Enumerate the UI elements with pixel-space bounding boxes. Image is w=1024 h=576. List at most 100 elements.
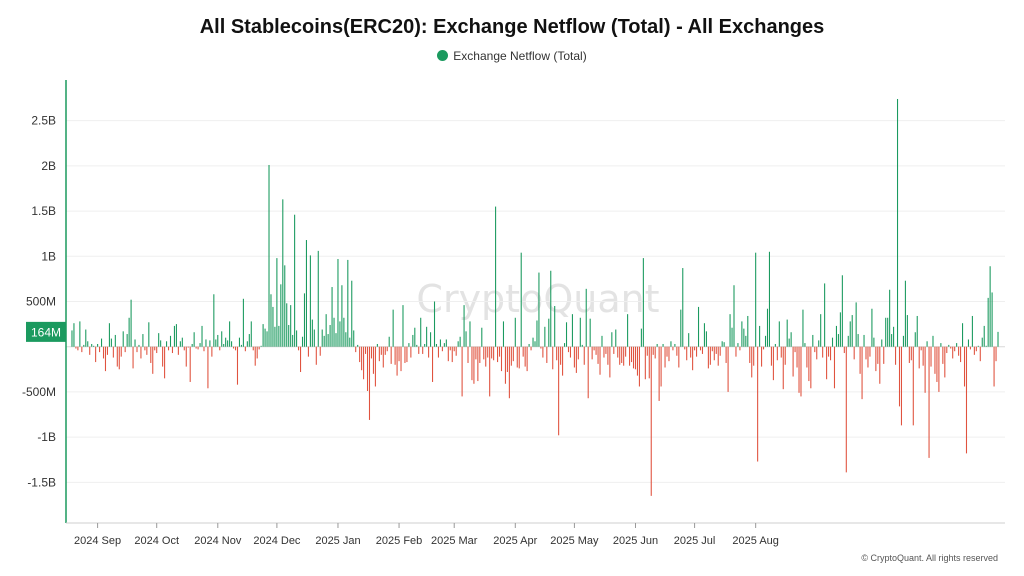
bar[interactable] <box>585 288 587 347</box>
bar[interactable] <box>376 343 378 347</box>
bar[interactable] <box>506 346 508 373</box>
bar[interactable] <box>686 346 688 361</box>
bar[interactable] <box>445 339 447 347</box>
bar[interactable] <box>451 346 453 363</box>
bar[interactable] <box>849 321 851 347</box>
bar[interactable] <box>824 283 826 347</box>
bar[interactable] <box>749 346 751 363</box>
bar[interactable] <box>962 323 964 347</box>
bar[interactable] <box>359 346 361 363</box>
bar[interactable] <box>126 334 128 347</box>
bar[interactable] <box>552 346 554 370</box>
bar[interactable] <box>853 346 855 360</box>
bar[interactable] <box>565 322 568 347</box>
bar[interactable] <box>473 346 475 384</box>
bar[interactable] <box>650 346 652 496</box>
bar[interactable] <box>983 325 985 347</box>
bar[interactable] <box>806 346 808 368</box>
bar[interactable] <box>87 341 89 347</box>
bar[interactable] <box>701 346 704 354</box>
bar[interactable] <box>363 346 365 380</box>
bar[interactable] <box>591 346 593 360</box>
bar[interactable] <box>936 346 938 382</box>
bar[interactable] <box>898 346 901 407</box>
bar[interactable] <box>280 284 282 347</box>
bar[interactable] <box>873 337 875 347</box>
bar[interactable] <box>932 335 934 347</box>
bar[interactable] <box>89 346 91 355</box>
bar[interactable] <box>528 343 530 347</box>
bar[interactable] <box>902 335 904 347</box>
bar[interactable] <box>398 346 400 362</box>
bar[interactable] <box>495 206 497 347</box>
bar[interactable] <box>516 346 518 368</box>
bar[interactable] <box>969 346 971 350</box>
bar[interactable] <box>696 346 698 357</box>
bar[interactable] <box>601 335 603 347</box>
bar[interactable] <box>217 334 219 347</box>
bar[interactable] <box>288 325 290 347</box>
bar[interactable] <box>863 334 865 347</box>
bar[interactable] <box>520 252 522 347</box>
bar[interactable] <box>467 346 469 363</box>
bar[interactable] <box>286 303 288 347</box>
bar[interactable] <box>798 346 800 393</box>
bar[interactable] <box>77 346 79 351</box>
bar[interactable] <box>697 306 700 347</box>
bar[interactable] <box>185 346 187 367</box>
bar[interactable] <box>167 346 170 351</box>
bar[interactable] <box>301 336 304 347</box>
bar[interactable] <box>79 321 81 347</box>
bar[interactable] <box>83 344 85 347</box>
bar[interactable] <box>776 346 778 361</box>
bar[interactable] <box>337 259 339 347</box>
bar[interactable] <box>871 308 873 347</box>
bar[interactable] <box>461 346 463 397</box>
bar[interactable] <box>471 346 473 381</box>
bar[interactable] <box>282 199 284 347</box>
bar[interactable] <box>721 341 723 347</box>
bar[interactable] <box>595 346 597 355</box>
bar[interactable] <box>321 329 323 347</box>
bar[interactable] <box>160 340 162 347</box>
bar[interactable] <box>144 346 146 351</box>
bar[interactable] <box>130 299 132 347</box>
bar[interactable] <box>132 346 134 369</box>
bar[interactable] <box>571 314 573 347</box>
bar[interactable] <box>325 314 327 347</box>
bar[interactable] <box>477 346 479 382</box>
bar[interactable] <box>136 346 138 353</box>
bar[interactable] <box>260 345 262 347</box>
bar[interactable] <box>621 346 623 363</box>
bar[interactable] <box>300 346 302 373</box>
bar[interactable] <box>388 336 390 347</box>
bar[interactable] <box>542 346 544 358</box>
bar[interactable] <box>510 346 512 366</box>
bar[interactable] <box>810 346 812 389</box>
bar[interactable] <box>587 346 589 399</box>
bar[interactable] <box>193 332 195 347</box>
bar[interactable] <box>680 309 682 347</box>
bar[interactable] <box>575 346 577 373</box>
bar[interactable] <box>378 346 380 362</box>
bar[interactable] <box>995 346 997 362</box>
bar[interactable] <box>197 346 199 350</box>
bar[interactable] <box>613 346 615 354</box>
bar[interactable] <box>455 346 457 356</box>
bar[interactable] <box>497 346 499 363</box>
bar[interactable] <box>158 333 160 347</box>
bar[interactable] <box>800 346 802 397</box>
bar[interactable] <box>272 306 274 347</box>
bar[interactable] <box>896 98 899 347</box>
bar[interactable] <box>179 341 181 347</box>
bar[interactable] <box>737 343 739 347</box>
bar[interactable] <box>835 325 837 347</box>
bar[interactable] <box>638 346 640 387</box>
bar[interactable] <box>422 346 424 354</box>
bar[interactable] <box>867 346 869 368</box>
bar[interactable] <box>950 346 952 349</box>
bar[interactable] <box>743 328 745 347</box>
bar[interactable] <box>774 343 776 347</box>
bar[interactable] <box>759 325 761 347</box>
bar[interactable] <box>733 285 735 347</box>
